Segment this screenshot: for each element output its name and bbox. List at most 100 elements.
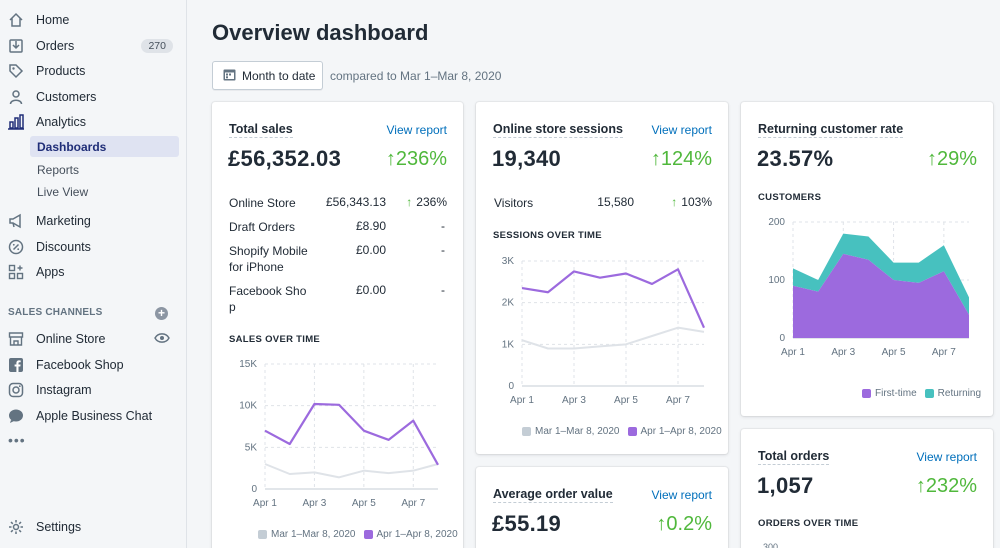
total-orders-change: ↑232% [915, 475, 977, 497]
breakdown-change: ↑ 103% [671, 195, 712, 209]
aov-change: ↑0.2% [656, 513, 712, 535]
legend-label-returning: Returning [937, 388, 982, 399]
view-report-link[interactable]: View report [651, 488, 712, 502]
orders-icon [7, 37, 25, 55]
facebook-icon [7, 356, 25, 374]
y-tick-label: 2K [502, 298, 515, 309]
page-title: Overview dashboard [212, 20, 429, 45]
chart-title: SESSIONS OVER TIME [493, 230, 602, 241]
breakdown-label: Facebook Sho p [229, 284, 307, 314]
y-tick-label: 3K [502, 256, 515, 267]
y-tick-label: 0 [508, 381, 514, 392]
x-tick-label: Apr 5 [352, 498, 376, 509]
arrow-up-icon: ↑ [406, 195, 413, 209]
sidebar-item-discounts[interactable]: Discounts [0, 236, 187, 258]
x-tick-label: Apr 5 [614, 395, 638, 406]
sidebar-item-settings[interactable]: Settings [0, 516, 187, 538]
sidebar-subitem-dashboards[interactable]: Dashboards [30, 136, 179, 157]
y-tick-label: 5K [245, 442, 258, 453]
x-tick-label: Apr 7 [401, 498, 425, 509]
view-report-link[interactable]: View report [386, 123, 447, 137]
sidebar-item-analytics[interactable]: Analytics [0, 111, 187, 133]
sidebar-item-products[interactable]: Products [0, 60, 187, 82]
arrow-up-icon: ↑ [671, 195, 678, 209]
breakdown-change: ↑ 236% [406, 195, 447, 209]
x-tick-label: Apr 7 [932, 347, 956, 358]
legend-label-current: Apr 1–Apr 8, 2020 [640, 426, 722, 437]
sidebar-item-facebook-shop[interactable]: Facebook Shop [0, 354, 187, 376]
legend-label-current: Apr 1–Apr 8, 2020 [376, 529, 458, 540]
sidebar-item-label: Analytics [36, 115, 87, 129]
breakdown-value: £56,343.13 [325, 195, 386, 209]
sidebar: Home Orders 270 Products Customers Analy… [0, 0, 187, 548]
legend-swatch-current [363, 530, 373, 539]
legend-label-first-time: First-time [875, 388, 917, 399]
line-series-current [264, 402, 439, 466]
sidebar-item-label: Online Store [36, 332, 106, 346]
card-title[interactable]: Total orders [758, 449, 830, 465]
breakdown-label: Online Store [229, 196, 296, 210]
sidebar-item-label: Instagram [36, 383, 92, 397]
sidebar-item-instagram[interactable]: Instagram [0, 379, 187, 401]
sidebar-item-home[interactable]: Home [0, 9, 187, 31]
breakdown-value: £0.00 [355, 243, 386, 257]
chart-title: CUSTOMERS [758, 192, 822, 203]
date-range-button[interactable]: Month to date [212, 61, 323, 90]
sidebar-subitem-live-view[interactable]: Live View [37, 184, 89, 199]
card-title[interactable]: Online store sessions [493, 122, 623, 138]
gear-icon [7, 518, 25, 536]
breakdown-label: Shopify Mobile for iPhone [229, 244, 308, 274]
y-tick-label: 0 [779, 333, 785, 344]
sidebar-item-customers[interactable]: Customers [0, 86, 187, 108]
total-sales-card: Total sales View report £56,352.03 ↑236%… [212, 102, 463, 548]
add-channel-icon[interactable]: + [155, 307, 168, 320]
card-title[interactable]: Returning customer rate [758, 122, 904, 138]
sidebar-subitem-reports[interactable]: Reports [37, 162, 80, 177]
sidebar-item-online-store[interactable]: Online Store [0, 328, 187, 350]
chart-legend: Mar 1–Mar 8, 2020 Apr 1–Apr 8, 2020 [258, 529, 458, 540]
bar-chart-icon [7, 113, 25, 131]
more-channels-icon[interactable]: ••• [8, 432, 26, 448]
y-tick-label: 0 [251, 484, 257, 495]
legend-swatch-previous [258, 530, 267, 539]
eye-icon[interactable] [154, 332, 170, 347]
breakdown-change: - [441, 219, 445, 233]
sidebar-item-orders[interactable]: Orders 270 [0, 35, 187, 57]
chart-legend: Mar 1–Mar 8, 2020 Apr 1–Apr 8, 2020 [522, 426, 722, 437]
y-tick-label: 10K [239, 401, 257, 412]
y-tick-label: 200 [768, 217, 785, 228]
orders-count-badge: 270 [141, 39, 173, 53]
home-icon [7, 11, 25, 29]
view-report-link[interactable]: View report [916, 450, 977, 464]
card-title[interactable]: Average order value [493, 487, 613, 503]
y-tick-label: 100 [768, 275, 785, 286]
sidebar-item-marketing[interactable]: Marketing [0, 210, 187, 232]
discount-icon [7, 238, 25, 256]
aov-value: £55.19 [492, 511, 562, 536]
x-tick-label: Apr 3 [302, 498, 326, 509]
line-series-previous [264, 463, 439, 479]
breakdown-value: 15,580 [597, 195, 634, 209]
view-report-link[interactable]: View report [651, 123, 712, 137]
x-tick-label: Apr 1 [253, 498, 277, 509]
card-title[interactable]: Total sales [229, 122, 293, 138]
x-tick-label: Apr 1 [781, 347, 805, 358]
sidebar-item-label: Apps [36, 265, 65, 279]
sessions-value: 19,340 [492, 146, 562, 171]
sidebar-item-apps[interactable]: Apps [0, 261, 187, 283]
comparison-text: compared to Mar 1–Mar 8, 2020 [330, 69, 502, 83]
returning-rate-value: 23.57% [757, 146, 834, 171]
legend-swatch-returning [924, 389, 934, 398]
date-range-label: Month to date [242, 68, 316, 83]
chart-title: ORDERS OVER TIME [758, 518, 859, 529]
x-tick-label: Apr 5 [882, 347, 906, 358]
sidebar-item-label: Discounts [36, 240, 91, 254]
returning-customer-rate-card: Returning customer rate 23.57% ↑29% CUST… [741, 102, 993, 416]
breakdown-value: £8.90 [355, 219, 386, 233]
sidebar-item-apple-business-chat[interactable]: Apple Business Chat [0, 405, 187, 427]
legend-swatch-first-time [862, 389, 871, 398]
legend-swatch-current [627, 427, 637, 436]
sidebar-item-label: Orders [36, 39, 75, 53]
total-orders-value: 1,057 [757, 473, 814, 498]
line-series-previous [521, 326, 705, 350]
